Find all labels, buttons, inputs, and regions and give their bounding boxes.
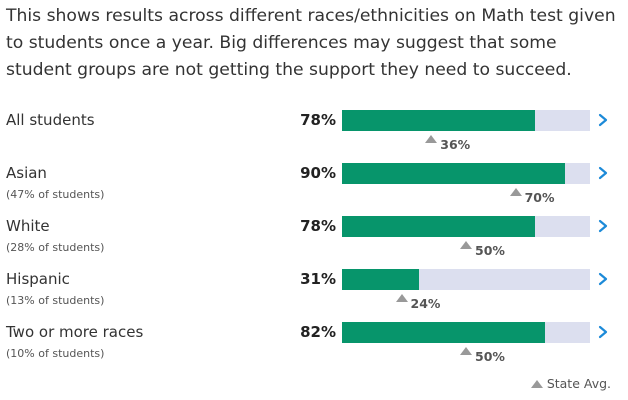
score-bar bbox=[342, 163, 590, 184]
group-share: (47% of students) bbox=[6, 188, 105, 201]
chevron-right-icon[interactable] bbox=[597, 219, 609, 233]
state-average-value: 50% bbox=[475, 349, 505, 364]
state-average-legend: State Avg. bbox=[530, 376, 611, 392]
group-label: White bbox=[6, 217, 50, 235]
group-percent: 31% bbox=[300, 270, 336, 288]
group-percent: 78% bbox=[300, 111, 336, 129]
chevron-right-icon[interactable] bbox=[597, 272, 609, 286]
triangle-up-icon bbox=[530, 380, 543, 388]
group-share: (10% of students) bbox=[6, 347, 105, 360]
triangle-up-icon bbox=[425, 135, 438, 143]
score-bar bbox=[342, 216, 590, 237]
triangle-up-icon bbox=[395, 294, 408, 302]
intro-text: This shows results across different race… bbox=[6, 6, 616, 80]
score-bar bbox=[342, 110, 590, 131]
score-bar-fill bbox=[342, 163, 566, 184]
state-average-value: 50% bbox=[475, 243, 505, 258]
group-row-all-students[interactable]: All students 78% 36% bbox=[0, 110, 628, 160]
state-average-value: 70% bbox=[524, 190, 555, 205]
state-average-value: 36% bbox=[440, 137, 471, 152]
group-row-hispanic[interactable]: Hispanic (13% of students) 31% 24% bbox=[0, 269, 628, 319]
chevron-right-icon[interactable] bbox=[597, 166, 609, 180]
group-label: Hispanic bbox=[6, 270, 70, 288]
group-share: (28% of students) bbox=[6, 241, 105, 254]
state-average-value: 24% bbox=[410, 296, 441, 311]
group-share: (13% of students) bbox=[6, 294, 105, 307]
legend-label: State Avg. bbox=[546, 376, 611, 391]
chevron-right-icon[interactable] bbox=[597, 325, 609, 339]
score-bar-fill bbox=[342, 110, 536, 131]
group-percent: 90% bbox=[300, 164, 336, 182]
group-label: Asian bbox=[6, 164, 47, 182]
group-label: All students bbox=[6, 111, 95, 129]
triangle-up-icon bbox=[460, 241, 472, 249]
score-bar-fill bbox=[342, 216, 536, 237]
group-row-white[interactable]: White (28% of students) 78% 50% bbox=[0, 216, 628, 266]
chevron-right-icon[interactable] bbox=[597, 113, 609, 127]
group-row-two-or-more-races[interactable]: Two or more races (10% of students) 82% … bbox=[0, 322, 628, 372]
triangle-up-icon bbox=[460, 347, 472, 355]
group-percent: 82% bbox=[300, 323, 336, 341]
score-bar-fill bbox=[342, 322, 546, 343]
score-bar-fill bbox=[342, 269, 419, 290]
triangle-up-icon bbox=[509, 188, 522, 196]
score-bar bbox=[342, 269, 590, 290]
group-percent: 78% bbox=[300, 217, 336, 235]
group-row-asian[interactable]: Asian (47% of students) 90% 70% bbox=[0, 163, 628, 213]
group-label: Two or more races bbox=[6, 323, 144, 341]
score-bar bbox=[342, 322, 590, 343]
